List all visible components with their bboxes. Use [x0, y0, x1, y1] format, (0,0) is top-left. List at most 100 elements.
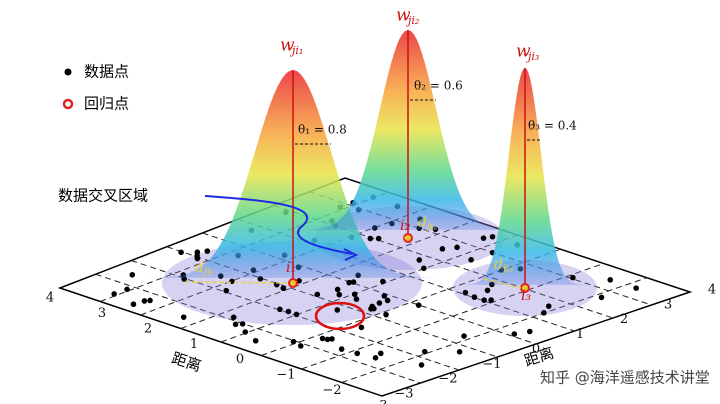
weight-label: w — [516, 42, 531, 62]
data-point — [178, 249, 184, 256]
data-point — [368, 306, 374, 312]
theta-label: θ₁ = 0.8 — [298, 123, 347, 137]
weight-sub: ji₂ — [405, 14, 419, 27]
data-point — [358, 324, 365, 331]
data-point — [290, 338, 297, 345]
distance-line — [184, 281, 290, 284]
distance-line — [403, 236, 409, 239]
data-point — [111, 291, 117, 297]
data-point — [598, 294, 605, 301]
weight-label: w — [396, 6, 411, 26]
data-point — [329, 336, 335, 342]
distance-line — [483, 278, 522, 289]
data-point — [480, 235, 487, 241]
theta-label: θ₂ = 0.6 — [414, 79, 463, 93]
legend-label: 数据点 — [84, 63, 129, 81]
data-point — [484, 287, 491, 294]
distance-label: d — [494, 257, 503, 273]
data-point — [488, 297, 494, 303]
data-point — [471, 294, 478, 300]
data-point — [511, 331, 518, 337]
data-point — [353, 296, 360, 302]
data-point — [381, 293, 388, 299]
data-point — [141, 298, 148, 304]
tick-label: −2 — [322, 383, 341, 398]
data-point — [239, 321, 246, 327]
data-point — [230, 314, 237, 321]
data-point — [336, 291, 343, 298]
data-point — [462, 289, 469, 296]
data-point — [252, 337, 259, 344]
data-point — [461, 333, 467, 339]
tick-label: 0 — [532, 342, 540, 357]
data-point — [383, 311, 389, 318]
weight-sub: ji₃ — [525, 50, 539, 63]
grid-line — [202, 232, 537, 345]
grid-line — [95, 273, 421, 384]
regression-point — [403, 233, 413, 243]
data-point — [376, 300, 383, 306]
watermark: 知乎 @海洋遥感技术讲堂 — [540, 369, 710, 387]
data-point — [334, 307, 341, 313]
tick-label: 1 — [576, 327, 584, 342]
tick-label: −2 — [438, 372, 457, 387]
data-point — [541, 310, 547, 316]
data-point — [454, 244, 460, 251]
axis-label: 距离 — [169, 349, 203, 375]
data-point — [481, 297, 487, 303]
distance-sub: ji₃ — [501, 264, 513, 275]
tick-label: 4 — [708, 283, 716, 298]
data-point — [147, 297, 153, 304]
data-point — [526, 328, 533, 335]
grid-line — [180, 220, 475, 329]
legend-dot — [64, 68, 72, 76]
grid-line — [301, 263, 604, 370]
data-point — [229, 278, 235, 285]
point-label: i₂ — [400, 218, 410, 234]
theta-label: θ₃ = 0.4 — [528, 119, 577, 133]
data-point — [232, 321, 239, 328]
tick-label: −3 — [394, 387, 413, 402]
data-point — [354, 350, 361, 357]
data-point — [633, 285, 639, 291]
data-point — [489, 233, 496, 240]
data-point — [314, 291, 321, 298]
tick-label: 4 — [46, 291, 54, 306]
weight-label: w — [280, 36, 295, 56]
distance-sub: ji₂ — [425, 222, 437, 233]
data-point — [570, 274, 576, 281]
data-point — [439, 246, 446, 252]
arrow-head — [343, 248, 359, 261]
data-point — [377, 350, 384, 357]
data-point — [297, 343, 304, 349]
data-point — [293, 311, 300, 318]
data-point — [129, 271, 136, 278]
tick-label: 2 — [144, 321, 152, 336]
data-point — [180, 314, 187, 320]
data-point — [277, 306, 283, 313]
distance-sub: ji₁ — [202, 267, 214, 278]
data-point — [346, 279, 352, 286]
grid-line — [341, 277, 648, 383]
data-point — [204, 248, 211, 254]
tick-label: 1 — [190, 337, 198, 352]
data-point — [456, 349, 463, 355]
data-point — [607, 277, 614, 283]
distance-label: d — [418, 215, 427, 231]
data-point — [351, 291, 358, 298]
data-point — [468, 256, 474, 263]
data-point — [421, 348, 428, 355]
legend-regression — [62, 98, 74, 110]
data-point — [415, 302, 422, 308]
data-point — [416, 257, 423, 263]
data-point — [324, 336, 331, 343]
data-point — [418, 362, 425, 368]
data-point — [350, 279, 357, 285]
data-point — [242, 329, 249, 335]
annotation: 数据交叉区域 — [58, 187, 148, 205]
data-point — [130, 301, 137, 308]
data-point — [367, 235, 374, 242]
highlight-circle — [314, 301, 366, 331]
